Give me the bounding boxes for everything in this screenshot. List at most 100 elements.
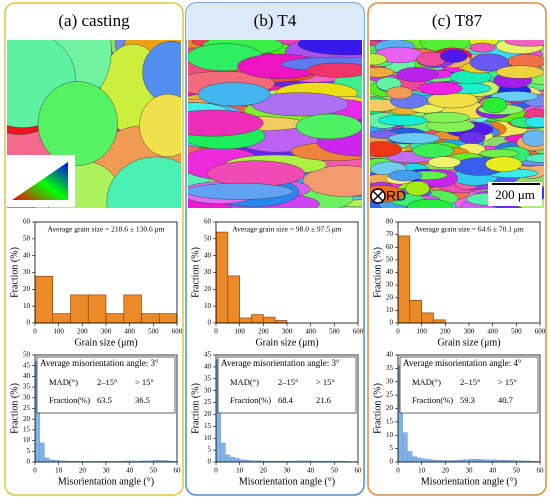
y-tick-label: 0: [208, 319, 212, 327]
bar: [158, 313, 178, 324]
panel-title: (a) casting: [58, 11, 130, 30]
bar: [412, 456, 418, 463]
grain: [469, 42, 496, 53]
grain: [417, 81, 463, 96]
y-tick-label: 20: [204, 410, 212, 418]
x-tick-label: 50: [150, 467, 158, 475]
grain: [469, 53, 509, 72]
cross: [372, 190, 384, 202]
x-tick-label: 100: [234, 328, 245, 336]
grain: [106, 156, 181, 208]
annotation: Average misorientation angle: 3°: [40, 358, 159, 368]
bar: [421, 458, 427, 463]
x-tick-label: 30: [284, 467, 292, 475]
bar: [263, 316, 276, 324]
grain: [504, 40, 544, 47]
table-cell: Fraction(%): [412, 395, 453, 405]
y-tick-label: 50: [204, 234, 212, 242]
y-tick-label: 30: [386, 281, 394, 289]
grain: [188, 183, 294, 200]
table-cell: Fraction(%): [230, 395, 271, 405]
x-tick-label: 400: [305, 328, 316, 336]
bar: [234, 458, 240, 463]
grain: [485, 156, 523, 172]
y-tick-label: 10: [204, 434, 212, 442]
x-tick-label: 20: [442, 467, 450, 475]
grain: [427, 156, 461, 169]
x-axis-label: Grain size (μm): [74, 337, 137, 348]
y-tick-label: 5: [27, 447, 31, 455]
x-tick-label: 500: [329, 328, 340, 336]
y-tick-label: 60: [386, 243, 394, 251]
x-tick-label: 60: [355, 467, 363, 475]
annotation-box: [36, 356, 176, 414]
x-tick-label: 40: [307, 467, 315, 475]
bar: [227, 275, 240, 324]
y-tick-label: 30: [386, 377, 394, 385]
x-tick-label: 0: [396, 328, 400, 336]
bar: [123, 294, 142, 324]
ipf-legend: [7, 155, 75, 207]
table-cell: 40.7: [498, 395, 513, 405]
x-tick-label: 600: [172, 328, 183, 336]
table-cell: 68.4: [278, 395, 294, 405]
y-tick-label: 0: [27, 458, 31, 466]
y-tick-label: 35: [386, 364, 394, 372]
y-tick-label: 15: [204, 422, 212, 430]
grain: [388, 132, 441, 144]
y-tick-label: 80: [386, 218, 394, 226]
grain: [407, 198, 453, 208]
x-tick-label: 30: [103, 467, 111, 475]
y-tick-label: 15: [23, 426, 31, 434]
annotation-box: [217, 356, 357, 414]
x-tick-label: 300: [282, 328, 293, 336]
bar: [409, 299, 422, 324]
annotation: Average grain size = 98.0 ± 97.5 μm: [232, 225, 342, 234]
x-tick-label: 0: [214, 467, 218, 475]
y-tick-label: 40: [204, 362, 212, 370]
grain: [386, 86, 413, 100]
table-cell: 2–15°: [460, 377, 480, 387]
bar: [225, 454, 231, 463]
table-cell: > 15°: [316, 377, 335, 387]
table-cell: 59.3: [460, 395, 475, 405]
grain: [482, 97, 507, 114]
y-tick-label: 25: [23, 404, 31, 412]
y-tick-label: 20: [386, 404, 394, 412]
y-tick-label: 10: [23, 302, 31, 310]
bar: [433, 319, 446, 324]
bar: [230, 457, 236, 463]
y-tick-label: 35: [23, 383, 31, 391]
table-cell: 2–15°: [97, 377, 117, 387]
table-cell: MAD(°): [49, 377, 78, 387]
grain: [405, 180, 430, 196]
y-tick-label: 0: [390, 458, 394, 466]
y-tick-label: 0: [208, 458, 212, 466]
panel-frame: [367, 2, 547, 496]
grain: [440, 49, 468, 63]
y-tick-label: 40: [386, 268, 394, 276]
bar: [34, 275, 54, 324]
y-tick-label: 20: [386, 293, 394, 301]
x-tick-label: 0: [214, 328, 218, 336]
x-tick-label: 0: [33, 328, 37, 336]
y-tick-label: 40: [204, 251, 212, 259]
y-tick-label: 60: [23, 218, 31, 226]
x-tick-label: 10: [55, 467, 63, 475]
annotation: Average misorientation angle: 4°: [403, 358, 522, 368]
bar: [44, 457, 50, 463]
bar: [397, 235, 411, 324]
bar: [407, 451, 413, 463]
ipf-triangle: [12, 162, 68, 200]
grain: [297, 40, 362, 56]
grain: [388, 170, 423, 182]
x-tick-label: 20: [260, 467, 268, 475]
x-tick-label: 30: [466, 467, 474, 475]
y-tick-label: 5: [208, 446, 212, 454]
x-tick-label: 10: [418, 467, 426, 475]
x-tick-label: 200: [440, 328, 451, 336]
grain: [302, 165, 362, 197]
grain: [306, 62, 362, 78]
bar: [215, 231, 229, 324]
x-tick-label: 100: [416, 328, 427, 336]
